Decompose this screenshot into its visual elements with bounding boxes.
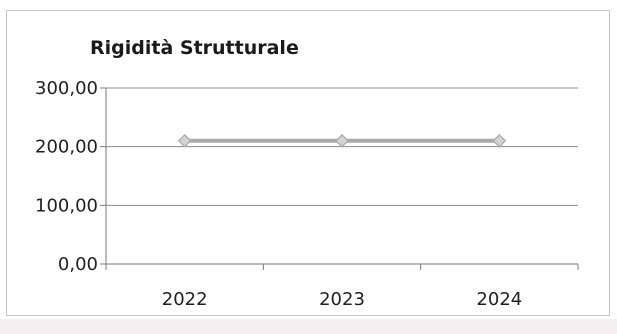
y-tick-label: 0,00 — [58, 254, 98, 275]
series — [177, 133, 507, 148]
bottom-strip — [0, 319, 617, 334]
x-tick-label: 2023 — [319, 289, 365, 310]
y-tick-label: 100,00 — [35, 195, 98, 216]
x-tick-label: 2022 — [162, 289, 208, 310]
y-tick-label: 300,00 — [35, 78, 98, 99]
chart-title: Rigidità Strutturale — [90, 37, 299, 59]
y-tick-labels: 0,00 100,00 200,00 300,00 — [35, 78, 98, 275]
y-tick-label: 200,00 — [35, 137, 98, 158]
axes — [100, 87, 579, 270]
data-point-marker — [177, 133, 192, 148]
x-tick-label: 2024 — [476, 289, 522, 310]
x-tick-labels: 2022 2023 2024 — [162, 289, 522, 310]
data-point-marker — [492, 133, 507, 148]
chart-frame — [6, 10, 610, 316]
data-point-marker — [335, 133, 349, 148]
